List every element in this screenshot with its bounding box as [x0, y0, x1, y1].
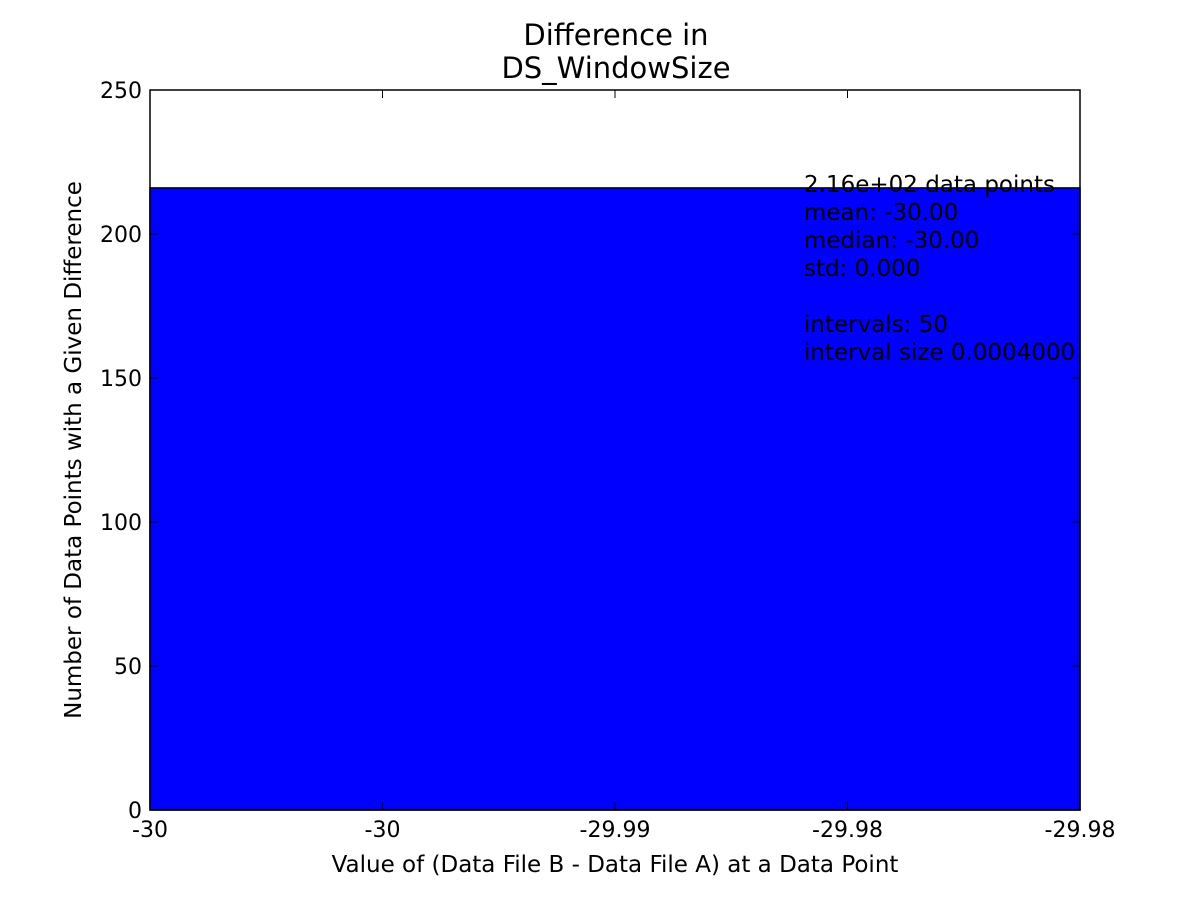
y-tick-label: 50 [114, 655, 142, 680]
chart-title-line-1: Difference in [523, 18, 708, 52]
plot-frame [149, 89, 1081, 811]
stats-line: std: 0.000 [804, 256, 921, 282]
x-tick-label: -30 [365, 818, 401, 843]
y-tick-label: 100 [100, 511, 142, 536]
bars-layer [149, 187, 1081, 811]
ticks-layer: -30 -30 -29.99 -29.98 -29.98 0 50 100 150 200 250 [100, 79, 1115, 843]
y-tick-label: 200 [100, 223, 142, 248]
x-tick-label: -29.98 [1045, 818, 1116, 843]
histogram-bar [149, 187, 1081, 811]
y-tick-label: 0 [128, 799, 142, 824]
x-tick-label: -29.99 [580, 818, 651, 843]
y-tick-label: 150 [100, 367, 142, 392]
chart-title-line-2: DS_WindowSize [501, 51, 730, 85]
stats-line: interval size 0.0004000 [804, 340, 1075, 366]
x-axis-label: Value of (Data File B - Data File A) at … [332, 852, 899, 878]
y-tick-label: 250 [100, 79, 142, 104]
stats-line: mean: -30.00 [804, 200, 958, 226]
stats-line: median: -30.00 [804, 228, 979, 254]
x-tick-label: -29.98 [812, 818, 883, 843]
x-tick-label: -30 [132, 818, 168, 843]
stats-line: 2.16e+02 data points [804, 172, 1055, 198]
stats-line: intervals: 50 [804, 312, 948, 338]
y-axis-label: Number of Data Points with a Given Diffe… [61, 181, 87, 719]
